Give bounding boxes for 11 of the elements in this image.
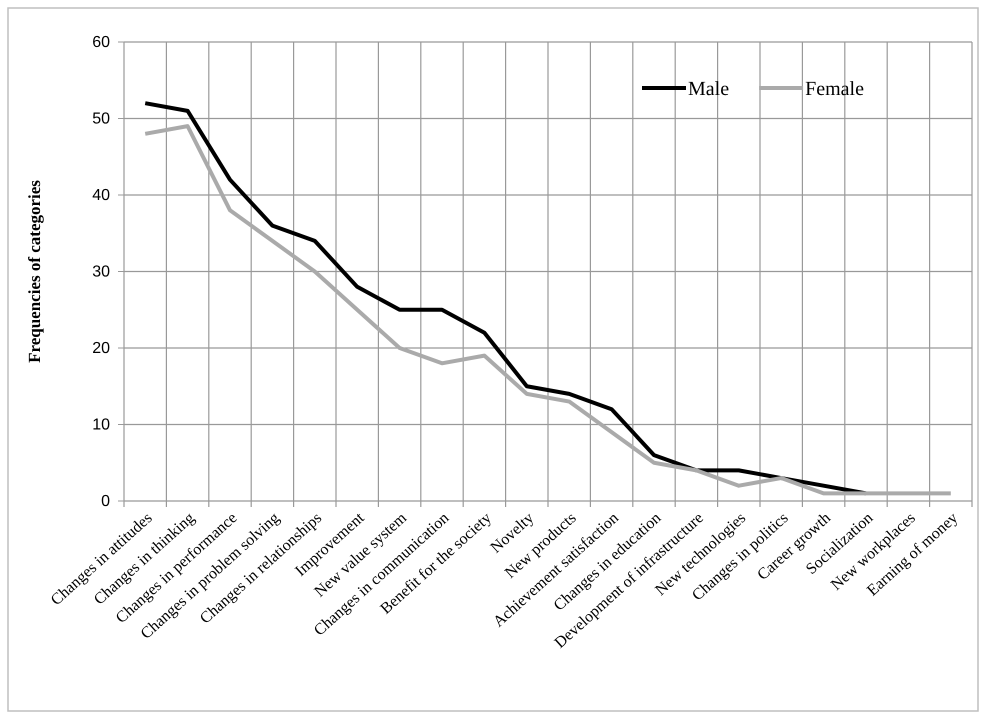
- y-tick-label: 30: [92, 264, 110, 281]
- line-series: [143, 124, 953, 496]
- y-tick-label: 50: [92, 110, 110, 128]
- legend-label: Female: [805, 78, 864, 100]
- y-tick-label: 40: [92, 187, 110, 204]
- y-tick-label: 0: [101, 493, 110, 510]
- legend-label: Male: [688, 78, 730, 100]
- y-tick-label: 20: [92, 340, 110, 358]
- y-tick-label: 60: [92, 34, 110, 52]
- y-axis-title: Frequencies of categories: [25, 180, 44, 363]
- y-tick-label: 10: [92, 416, 110, 434]
